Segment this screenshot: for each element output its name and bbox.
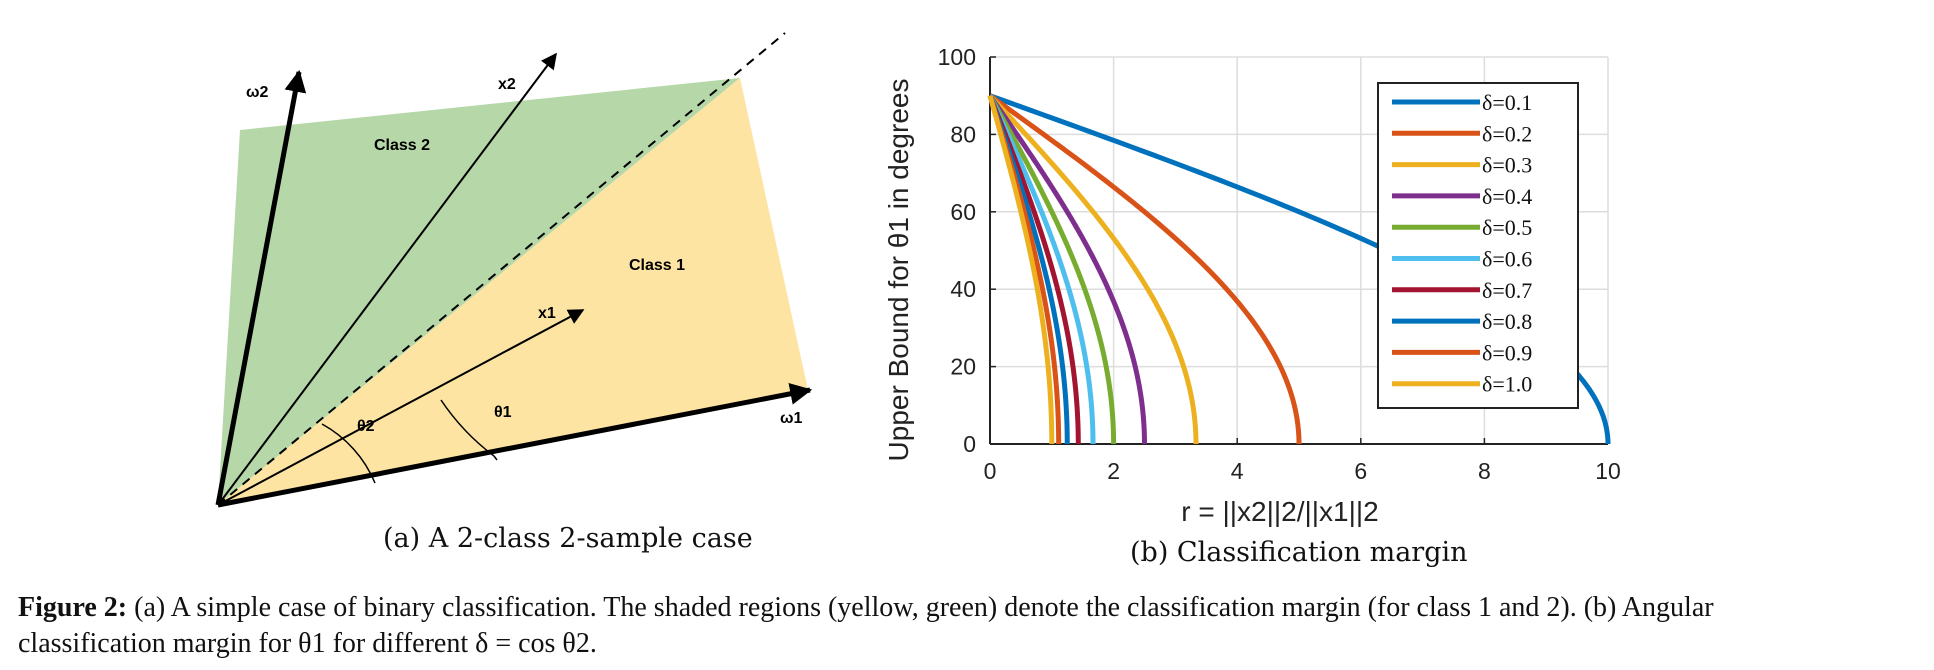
legend-label: δ=0.1 (1482, 90, 1532, 115)
diagram-binary-classification: ω2 ω1 x2 x1 Class 2 Class 1 θ1 θ2 (215, 32, 813, 508)
legend-label: δ=0.5 (1482, 215, 1532, 240)
subfig-a-caption: (a) A 2-class 2-sample case (383, 523, 753, 554)
x-tick-label: 0 (984, 458, 997, 484)
omega2-axis (215, 69, 307, 506)
x-tick-label: 10 (1595, 458, 1621, 484)
x-tick-label: 2 (1107, 458, 1120, 484)
theta2-label: θ2 (357, 418, 375, 435)
class2-label: Class 2 (374, 137, 430, 154)
y-axis-label: Upper Bound for θ1 in degrees (883, 79, 914, 462)
y-tick-label: 80 (950, 121, 976, 147)
theta1-arc (440, 399, 495, 457)
x1-label: x1 (538, 305, 556, 322)
omega2-label: ω2 (246, 84, 269, 101)
series-line-0.8 (987, 94, 1070, 445)
x-tick-label: 8 (1478, 458, 1491, 484)
series-line-0.2 (988, 93, 1302, 445)
legend-label: δ=0.8 (1482, 309, 1532, 334)
figure-caption: Figure 2: (a) A simple case of binary cl… (18, 590, 1918, 662)
series-line-0.5 (987, 94, 1117, 445)
chart-legend: δ=0.1 δ=0.2 δ=0.3 δ=0.4 δ=0.5 δ=0.6 δ=0.7 δ=0.8… (1377, 82, 1579, 409)
legend-label: δ=0.7 (1482, 278, 1532, 303)
decision-boundary-dashed (217, 32, 786, 506)
figure-caption-line2: classification margin for θ1 for differe… (18, 628, 597, 659)
y-tick-label: 100 (938, 44, 976, 70)
legend-label: δ=0.4 (1482, 184, 1532, 209)
theta1-label: θ1 (494, 404, 512, 421)
series-line-0.6 (987, 94, 1096, 445)
legend-label: δ=0.2 (1482, 121, 1532, 146)
class1-region (218, 78, 808, 505)
theta2-arc (321, 423, 376, 484)
series-line-1 (987, 95, 1055, 444)
omega1-axis (217, 382, 813, 508)
y-tick-label: 60 (950, 199, 976, 225)
figure-caption-line1: (a) A simple case of binary classificati… (134, 592, 1714, 623)
class1-label: Class 1 (629, 257, 685, 274)
series-line-0.7 (987, 94, 1081, 445)
x2-vector (217, 52, 557, 506)
x2-label: x2 (498, 76, 516, 93)
x-axis-label: r = ||x2||2/||x1||2 (1181, 496, 1379, 527)
legend-label: δ=0.9 (1482, 340, 1532, 365)
subfig-b-caption: (b) Classification margin (1130, 537, 1468, 568)
legend-label: δ=1.0 (1482, 372, 1532, 397)
series-line-0.4 (987, 94, 1147, 445)
legend-label: δ=0.6 (1482, 247, 1532, 272)
y-tick-label: 0 (963, 431, 976, 457)
legend-label: δ=0.3 (1482, 153, 1532, 178)
figure-caption-prefix: Figure 2: (18, 592, 128, 623)
theta1-arc-outer (493, 455, 498, 461)
x-tick-label: 6 (1354, 458, 1367, 484)
x-tick-label: 4 (1231, 458, 1244, 484)
x1-vector (217, 309, 585, 506)
omega1-label: ω1 (780, 410, 803, 427)
series-line-0.3 (988, 93, 1199, 445)
y-tick-label: 40 (950, 276, 976, 302)
y-tick-label: 20 (950, 354, 976, 380)
